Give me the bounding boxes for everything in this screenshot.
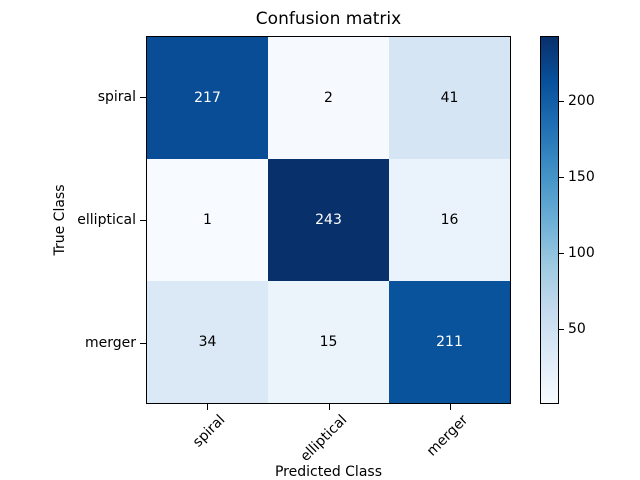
tick-mark [559,253,564,254]
colorbar-tick-label-200: 200 [568,93,595,109]
matrix-cell-elliptical-merger: 16 [389,159,510,281]
chart-title: Confusion matrix [255,9,402,29]
y-axis-tick-label-elliptical: elliptical [77,212,136,228]
matrix-cell-elliptical-spiral: 1 [147,159,268,281]
matrix-cell-merger-elliptical: 15 [268,281,389,403]
matrix-cell-spiral-spiral: 217 [147,37,268,159]
matrix-cell-spiral-merger: 41 [389,37,510,159]
colorbar-tick-label-50: 50 [568,321,586,337]
tick-mark [329,404,330,410]
tick-mark [559,177,564,178]
x-axis-label: Predicted Class [274,464,382,480]
matrix-cell-spiral-elliptical: 2 [268,37,389,159]
plot-area: 217 2 41 1 243 16 34 15 211 [146,36,511,404]
colorbar-tick-label-150: 150 [568,169,595,185]
y-axis-tick-label-spiral: spiral [97,89,136,105]
tick-mark [207,404,208,410]
tick-mark [140,220,146,221]
colorbar-tick-label-100: 100 [568,245,595,261]
tick-mark [559,101,564,102]
tick-mark [559,329,564,330]
matrix-cell-merger-merger: 211 [389,281,510,403]
y-axis-tick-label-merger: merger [84,335,136,351]
tick-mark [140,343,146,344]
matrix-cell-merger-spiral: 34 [147,281,268,403]
confusion-matrix-grid: 217 2 41 1 243 16 34 15 211 [147,37,510,403]
tick-mark [140,97,146,98]
y-axis-label: True Class [52,184,68,256]
tick-mark [450,404,451,410]
colorbar [540,36,559,404]
matrix-cell-elliptical-elliptical: 243 [268,159,389,281]
